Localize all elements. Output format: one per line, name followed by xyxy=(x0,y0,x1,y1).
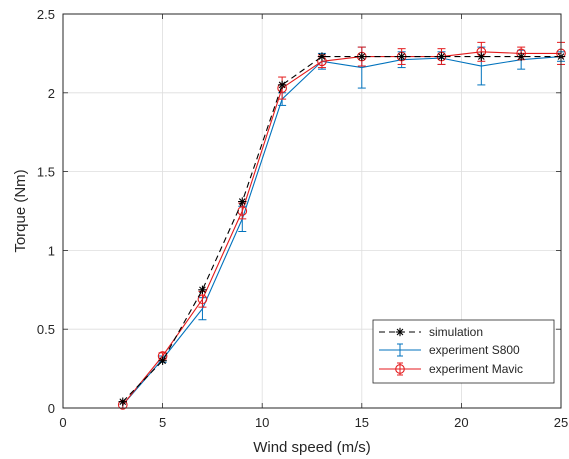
simulation-point xyxy=(397,52,406,61)
simulation-point xyxy=(477,52,486,61)
y-tick-label: 2.5 xyxy=(37,7,55,22)
ticks: 0 5 10 15 20 25 0 0.5 1 1.5 2 2.5 xyxy=(37,7,568,430)
x-tick-label: 15 xyxy=(355,415,369,430)
asterisk-stroke xyxy=(398,53,405,60)
asterisk-stroke xyxy=(396,328,404,336)
legend-item-experiment-s800: experiment S800 xyxy=(379,343,520,357)
legend-item-experiment-mavic: experiment Mavic xyxy=(379,362,523,376)
simulation-point xyxy=(198,285,207,294)
asterisk-stroke xyxy=(358,53,366,60)
x-axis-label: Wind speed (m/s) xyxy=(253,439,371,456)
asterisk-stroke xyxy=(119,398,127,406)
simulation-point xyxy=(118,397,127,406)
simulation-point xyxy=(317,52,327,61)
simulation-point xyxy=(238,197,247,206)
y-tick-label: 0.5 xyxy=(37,322,55,337)
legend: simulation experiment S800 experiment Mavi… xyxy=(372,319,555,384)
simulation-point xyxy=(277,80,287,90)
experiment-s800-line xyxy=(122,56,562,406)
asterisk-stroke xyxy=(278,81,286,89)
plot-frame xyxy=(62,13,562,409)
asterisk-stroke xyxy=(318,53,326,60)
legend-label-experiment-s800: experiment S800 xyxy=(429,343,520,357)
x-tick-label: 0 xyxy=(59,415,66,430)
y-tick-label: 1 xyxy=(48,243,55,258)
y-tick-label: 0 xyxy=(48,401,55,416)
series-simulation xyxy=(118,52,566,406)
x-tick-label: 10 xyxy=(255,415,269,430)
asterisk-stroke xyxy=(238,198,246,205)
x-tick-label: 20 xyxy=(454,415,468,430)
asterisk-stroke xyxy=(199,286,206,294)
simulation-point xyxy=(516,52,526,61)
series-layer xyxy=(117,41,566,410)
asterisk-stroke xyxy=(438,53,445,60)
x-tick-label: 25 xyxy=(554,415,568,430)
simulation-line xyxy=(122,56,561,403)
y-tick-label: 2 xyxy=(48,86,55,101)
legend-item-simulation: simulation xyxy=(379,325,483,339)
legend-label-simulation: simulation xyxy=(429,325,483,339)
asterisk-stroke xyxy=(517,53,525,60)
simulation-point xyxy=(437,52,446,61)
legend-items: simulation experiment S800 experiment Mavi… xyxy=(379,325,523,376)
asterisk-stroke xyxy=(477,53,485,60)
simulation-point xyxy=(357,52,366,61)
experiment-mavic-point xyxy=(197,294,208,305)
y-axis-label: Torque (Nm) xyxy=(12,169,29,252)
grid xyxy=(62,13,562,409)
asterisk-stroke xyxy=(159,357,166,365)
legend-marker-simulation xyxy=(395,327,405,337)
experiment-mavic-line xyxy=(122,51,561,406)
y-tick-label: 1.5 xyxy=(37,165,55,180)
legend-label-experiment-mavic: experiment Mavic xyxy=(429,362,523,376)
simulation-point xyxy=(158,356,167,365)
x-tick-label: 5 xyxy=(159,415,166,430)
